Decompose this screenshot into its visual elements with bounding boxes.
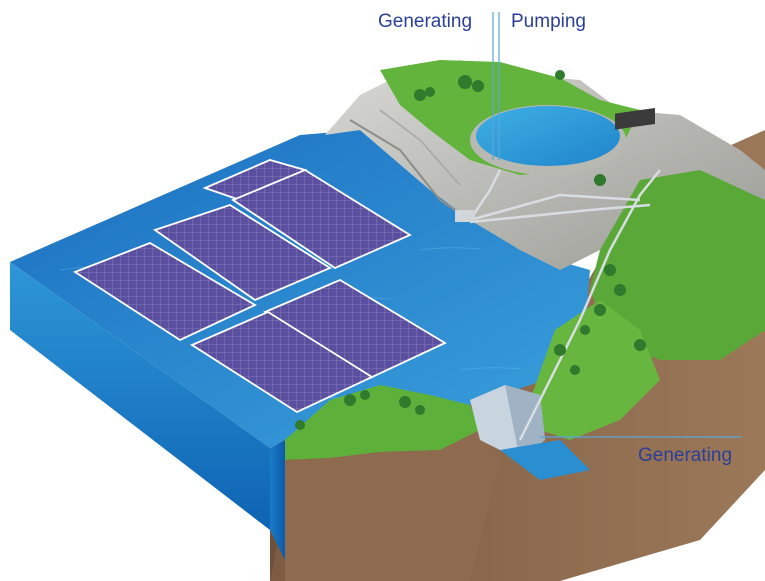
lower-reservoir: [10, 130, 590, 560]
leader-lines: [492, 12, 742, 438]
dam: [470, 385, 590, 480]
generating-label-top: Generating: [378, 11, 473, 32]
powerhouse: [455, 107, 655, 222]
tree-cluster: [295, 70, 646, 430]
generating-label-bottom: Generating: [638, 445, 733, 466]
pumping-label: Pumping: [511, 11, 586, 32]
solar-panel-array: [73, 159, 447, 414]
front-hill: [285, 385, 500, 581]
upper-reservoir: [470, 105, 626, 175]
penstock-pipe: [468, 169, 661, 441]
